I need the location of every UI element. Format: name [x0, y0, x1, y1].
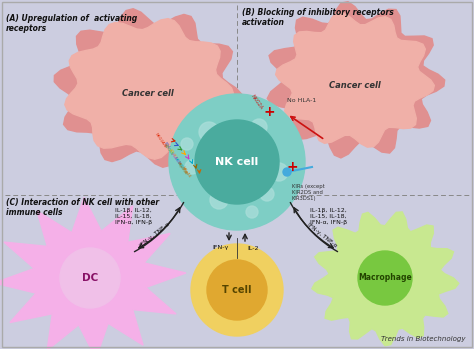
Circle shape — [246, 206, 258, 218]
Text: NKp30B: NKp30B — [176, 161, 188, 176]
Text: IFN-γ, TNF-α: IFN-γ, TNF-α — [306, 222, 338, 248]
Text: KIRs (except
KIR2DS and
KIR3DS1): KIRs (except KIR2DS and KIR3DS1) — [292, 184, 325, 201]
Circle shape — [60, 248, 120, 308]
Text: IFN-γ: IFN-γ — [213, 245, 229, 251]
Polygon shape — [0, 198, 186, 349]
Text: Trends in Biotechnology: Trends in Biotechnology — [382, 336, 466, 342]
Circle shape — [260, 187, 274, 201]
Text: NKG2A: NKG2A — [250, 94, 264, 111]
Text: NKp44: NKp44 — [181, 166, 191, 179]
Circle shape — [195, 120, 279, 204]
Circle shape — [251, 119, 267, 135]
Text: No HLA-1: No HLA-1 — [287, 97, 316, 103]
Text: IL-2: IL-2 — [247, 245, 259, 251]
Text: DC: DC — [82, 273, 98, 283]
Polygon shape — [65, 18, 234, 159]
Circle shape — [185, 160, 199, 174]
Text: CD155: CD155 — [163, 143, 174, 156]
Text: IL-1β, IL-12,
IL-15, IL-18,
IFN-α, IFN-β: IL-1β, IL-12, IL-15, IL-18, IFN-α, IFN-β — [115, 208, 152, 225]
Text: IL-1β, IL-12,
IL-15, IL-18,
IFN-α, IFN-β: IL-1β, IL-12, IL-15, IL-18, IFN-α, IFN-β — [310, 208, 347, 225]
Text: NKG2D: NKG2D — [173, 157, 184, 170]
Polygon shape — [267, 2, 445, 158]
Text: (B) Blocking of inhibitory receptors
activation: (B) Blocking of inhibitory receptors act… — [242, 8, 394, 28]
Circle shape — [283, 168, 291, 176]
Text: (A) Upregulation of  activating
receptors: (A) Upregulation of activating receptors — [6, 14, 137, 34]
Circle shape — [210, 191, 228, 209]
Text: T cell: T cell — [222, 285, 252, 295]
Circle shape — [181, 138, 193, 150]
Text: Cancer cell: Cancer cell — [122, 89, 174, 97]
Circle shape — [270, 163, 288, 181]
Circle shape — [199, 122, 219, 142]
Circle shape — [191, 244, 283, 336]
Text: B7-H3: B7-H3 — [167, 148, 177, 161]
Polygon shape — [276, 13, 434, 147]
Text: NKG2A/B: NKG2A/B — [154, 133, 167, 149]
Text: (C) Interaction of NK cell with other
immune cells: (C) Interaction of NK cell with other im… — [6, 198, 159, 217]
Text: NK cell: NK cell — [215, 157, 259, 167]
Text: Macrophage: Macrophage — [358, 274, 412, 282]
Circle shape — [207, 260, 267, 320]
Text: +: + — [286, 160, 298, 174]
Text: +: + — [263, 105, 275, 119]
Polygon shape — [54, 9, 242, 167]
Circle shape — [169, 94, 305, 230]
Text: Cancer cell: Cancer cell — [329, 81, 381, 89]
Polygon shape — [312, 212, 459, 346]
Text: HLA-DP: HLA-DP — [169, 152, 181, 166]
Text: IFN-γ, TNF-α: IFN-γ, TNF-α — [139, 222, 171, 248]
Circle shape — [358, 251, 412, 305]
Text: PD1: PD1 — [163, 141, 171, 150]
